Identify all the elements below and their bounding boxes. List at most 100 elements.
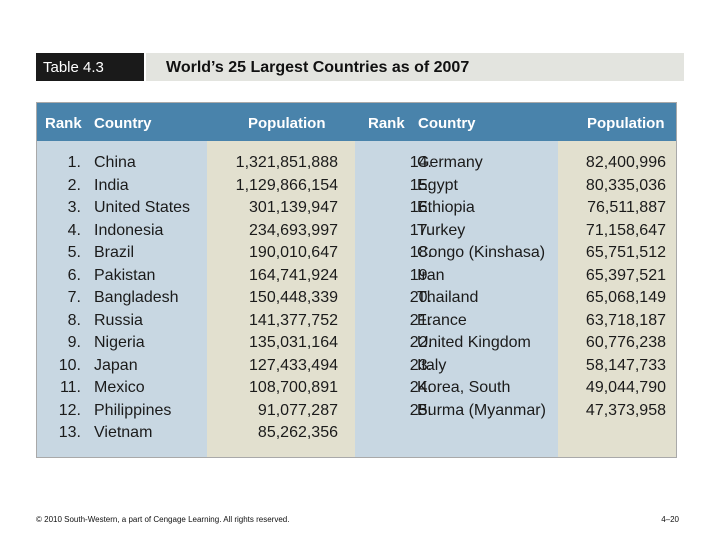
population-cell: 80,335,036 bbox=[585, 176, 666, 194]
page-number: 4–20 bbox=[661, 515, 679, 524]
country-cell: Korea, South bbox=[417, 379, 511, 396]
population-cell: 150,448,339 bbox=[249, 289, 338, 306]
table-row: 12. Philippines 91,077,287 25. Burma (Myanma… bbox=[37, 400, 676, 423]
population-cell: 49,044,790 bbox=[585, 379, 666, 396]
table-row: 7. Bangladesh 150,448,339 20. Thailand 65,068… bbox=[37, 287, 676, 310]
header-rank-left: Rank bbox=[45, 115, 82, 132]
country-cell: Thailand bbox=[417, 289, 479, 306]
country-cell: Japan bbox=[94, 356, 138, 374]
country-cell: Burma (Myanmar) bbox=[417, 401, 546, 419]
country-cell: Italy bbox=[417, 356, 447, 374]
rank-cell: 23. bbox=[409, 356, 432, 374]
table-row: 11. Mexico 108,700,891 24. Korea, South 49,04… bbox=[37, 377, 676, 400]
country-cell: Mexico bbox=[94, 379, 145, 396]
population-cell: 63,718,187 bbox=[585, 311, 666, 329]
rank-cell: 12. bbox=[58, 401, 81, 419]
population-table: Rank Country Population Rank Country Pop… bbox=[36, 102, 677, 458]
country-cell: Vietnam bbox=[94, 424, 153, 441]
table-row: 2. India 1,129,866,154 15. Egypt 80,335,036 bbox=[37, 175, 676, 198]
country-cell: Bangladesh bbox=[94, 289, 179, 306]
table-header: Rank Country Population Rank Country Pop… bbox=[37, 103, 676, 141]
population-cell: 1,129,866,154 bbox=[235, 176, 338, 194]
header-rank-right: Rank bbox=[368, 115, 405, 132]
country-cell: Congo (Kinshasa) bbox=[417, 244, 546, 261]
rank-cell: 15. bbox=[409, 176, 432, 194]
table-row: 3. United States 301,139,947 16. Ethiopia 76,… bbox=[37, 197, 676, 220]
population-cell: 65,068,149 bbox=[585, 289, 666, 306]
population-cell: 141,377,752 bbox=[249, 311, 338, 329]
country-cell: Iran bbox=[417, 266, 445, 284]
population-cell: 127,433,494 bbox=[249, 356, 338, 374]
population-cell: 234,693,997 bbox=[249, 221, 338, 239]
header-population-right: Population bbox=[587, 115, 665, 132]
rank-cell: 4. bbox=[67, 221, 81, 239]
population-cell: 47,373,958 bbox=[585, 401, 666, 419]
population-cell: 164,741,924 bbox=[249, 266, 338, 284]
rank-cell: 17. bbox=[409, 221, 432, 239]
slide-title: World’s 25 Largest Countries as of 2007 bbox=[146, 53, 684, 81]
rank-cell: 16. bbox=[409, 199, 432, 216]
population-cell: 108,700,891 bbox=[249, 379, 338, 396]
table-label: Table 4.3 bbox=[36, 53, 144, 81]
table-row: 8. Russia 141,377,752 21. France 63,718,187 bbox=[37, 310, 676, 333]
country-cell: Egypt bbox=[417, 176, 458, 194]
population-cell: 301,139,947 bbox=[249, 199, 338, 216]
table-row: 4. Indonesia 234,693,997 17. Turkey 71,158,64… bbox=[37, 220, 676, 243]
table-row: 10. Japan 127,433,494 23. Italy 58,147,733 bbox=[37, 355, 676, 378]
rank-cell: 7. bbox=[67, 289, 81, 306]
rank-cell: 19. bbox=[409, 266, 432, 284]
table-row: 6. Pakistan 164,741,924 19. Iran 65,397,521 bbox=[37, 265, 676, 288]
rank-cell: 8. bbox=[67, 311, 81, 329]
table-row: 1. China 1,321,851,888 14. Germany 82,400,996 bbox=[37, 152, 676, 175]
header-population-left: Population bbox=[248, 115, 326, 132]
population-cell: 1,321,851,888 bbox=[235, 154, 338, 171]
country-cell: United States bbox=[94, 199, 191, 216]
table-row: 5. Brazil 190,010,647 18. Congo (Kinshasa) 65… bbox=[37, 242, 676, 265]
population-cell: 190,010,647 bbox=[249, 244, 338, 261]
rank-cell: 2. bbox=[67, 176, 81, 194]
population-cell: 60,776,238 bbox=[585, 334, 666, 351]
table-row: 9. Nigeria 135,031,164 22. United Kingdom 60,… bbox=[37, 332, 676, 355]
rank-cell: 21. bbox=[409, 311, 432, 329]
country-cell: United Kingdom bbox=[417, 334, 531, 351]
country-cell: Germany bbox=[417, 154, 483, 171]
rank-cell: 9. bbox=[67, 334, 81, 351]
country-cell: France bbox=[417, 311, 467, 329]
rank-cell: 3. bbox=[67, 199, 81, 216]
population-cell: 65,397,521 bbox=[585, 266, 666, 284]
rank-cell: 18. bbox=[409, 244, 432, 261]
rank-cell: 24. bbox=[409, 379, 432, 396]
population-column-shade-left bbox=[207, 141, 355, 457]
country-cell: Brazil bbox=[94, 244, 135, 261]
rank-cell: 10. bbox=[58, 356, 81, 374]
country-cell: Nigeria bbox=[94, 334, 145, 351]
header-country-right: Country bbox=[418, 115, 476, 132]
rank-cell: 14. bbox=[409, 154, 432, 171]
population-cell: 82,400,996 bbox=[585, 154, 666, 171]
country-cell: Indonesia bbox=[94, 221, 164, 239]
population-cell: 135,031,164 bbox=[249, 334, 338, 351]
rank-cell: 13. bbox=[58, 424, 81, 441]
rank-cell: 20. bbox=[409, 289, 432, 306]
header-country-left: Country bbox=[94, 115, 152, 132]
population-cell: 71,158,647 bbox=[585, 221, 666, 239]
rank-cell: 1. bbox=[67, 154, 81, 171]
country-cell: Philippines bbox=[94, 401, 172, 419]
rank-cell: 11. bbox=[59, 379, 81, 396]
country-cell: China bbox=[94, 154, 136, 171]
country-cell: Pakistan bbox=[94, 266, 156, 284]
rank-cell: 22. bbox=[409, 334, 432, 351]
country-cell: Turkey bbox=[417, 221, 466, 239]
rank-cell: 6. bbox=[67, 266, 81, 284]
population-cell: 65,751,512 bbox=[585, 244, 666, 261]
rank-cell: 25. bbox=[409, 401, 432, 419]
copyright-footer: © 2010 South-Western, a part of Cengage … bbox=[36, 515, 290, 524]
table-body: 1. China 1,321,851,888 14. Germany 82,400,996… bbox=[37, 152, 676, 445]
rank-cell: 5. bbox=[67, 244, 81, 261]
population-cell: 85,262,356 bbox=[257, 424, 338, 441]
country-cell: Russia bbox=[94, 311, 143, 329]
country-cell: Ethiopia bbox=[417, 199, 475, 216]
population-column-shade-right bbox=[558, 141, 676, 457]
population-cell: 91,077,287 bbox=[257, 401, 338, 419]
country-cell: India bbox=[94, 176, 129, 194]
